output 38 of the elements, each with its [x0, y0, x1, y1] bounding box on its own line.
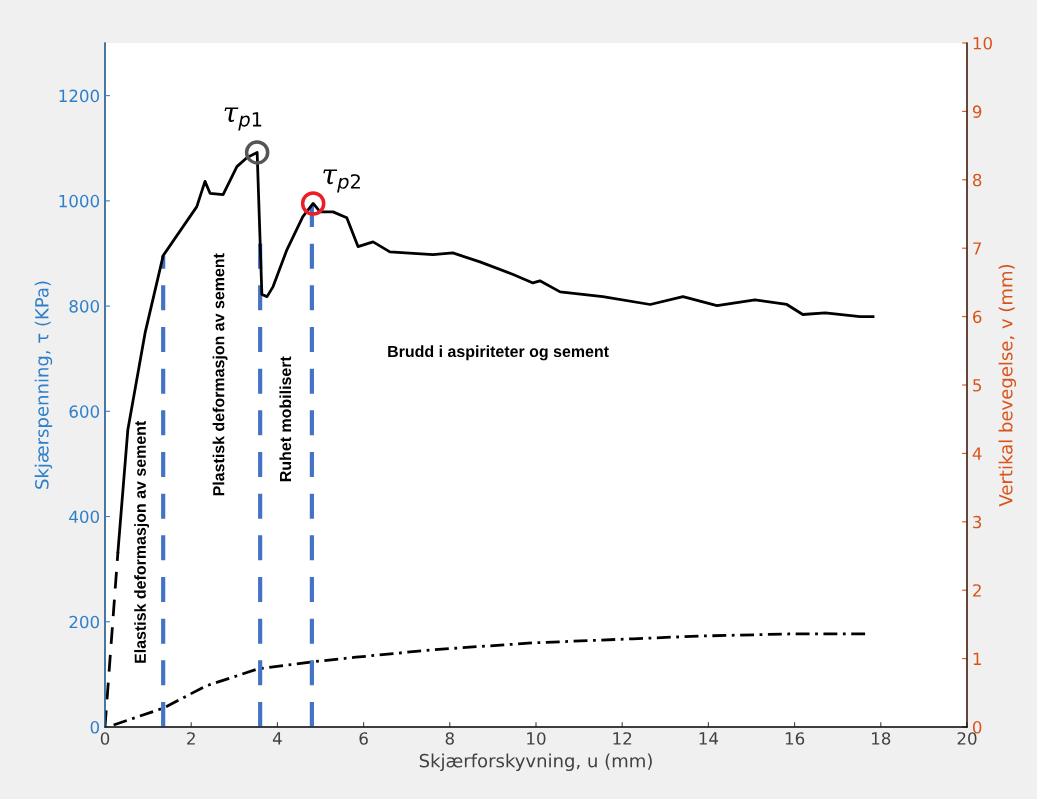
x-tick-label: 20: [957, 732, 977, 745]
y2-axis-title: Vertikal bevegelse, v (mm): [998, 264, 1017, 507]
annotation: Brudd i aspiriteter og sement: [388, 345, 609, 361]
annotation: τ$_{p2}$: [323, 169, 360, 193]
x-tick-label: 10: [527, 732, 546, 745]
annotation: Elastisk deformasjon av sement: [134, 420, 150, 663]
y-tick-label: 600: [69, 405, 100, 418]
x-tick-label: 6: [359, 732, 368, 745]
x-tick-label: 8: [445, 732, 454, 745]
y2-tick-label: 4: [972, 447, 982, 460]
y2-tick-label: 7: [973, 242, 982, 255]
y2-tick-label: 10: [973, 36, 992, 50]
x-tick-label: 18: [872, 732, 891, 745]
y2-tick-label: 9: [972, 105, 982, 118]
x-tick-label: 0: [100, 732, 110, 745]
annotation: Plastisk deformasjon av sement: [212, 253, 228, 496]
y-tick-label: 400: [69, 510, 100, 524]
y2-tick-label: 5: [973, 379, 982, 392]
annotation: Ruhet mobilisert: [279, 356, 292, 482]
x-tick-label: 4: [272, 732, 282, 745]
y-tick-label: 1000: [59, 194, 100, 208]
y2-tick-label: 3: [973, 515, 982, 529]
x-tick-label: 14: [699, 732, 719, 745]
y2-tick-label: 1: [973, 652, 981, 665]
y-tick-label: 800: [69, 300, 100, 313]
y2-tick-label: 2: [973, 584, 981, 597]
annotation: τ$_{p1}$: [224, 107, 262, 131]
x-tick-label: 2: [187, 732, 195, 745]
y2-tick-label: 0: [972, 720, 982, 734]
x-axis-title: Skjærforskyvning, u (mm): [419, 753, 652, 772]
y-axis-title: Skjærspenning, τ (KPa): [34, 281, 53, 489]
x-tick-label: 12: [613, 732, 632, 745]
y-tick-label: 1200: [59, 89, 100, 103]
y-tick-label: 200: [69, 615, 100, 629]
y2-tick-label: 8: [972, 173, 982, 187]
y2-tick-label: 6: [973, 310, 982, 324]
y-tick-label: 0: [90, 720, 100, 734]
x-tick-label: 16: [785, 732, 805, 745]
